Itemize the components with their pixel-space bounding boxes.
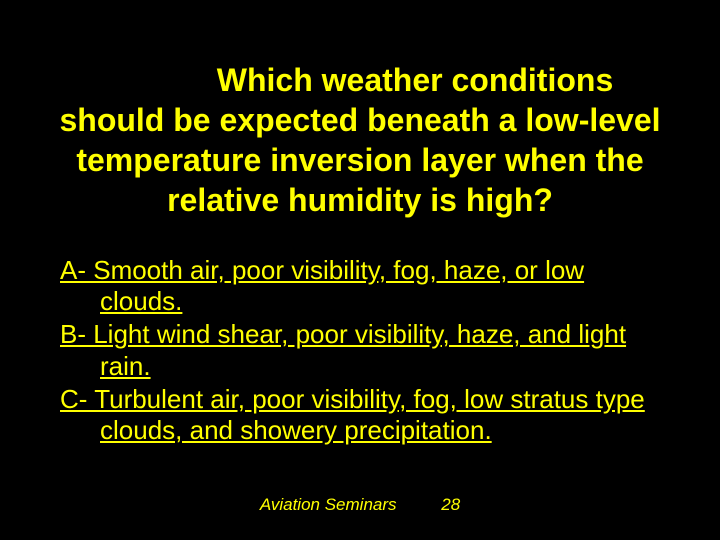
footer-page-number: 28 xyxy=(441,495,460,514)
answer-b: B- Light wind shear, poor visibility, ha… xyxy=(60,319,660,381)
slide-footer: Aviation Seminars 28 xyxy=(0,495,720,515)
footer-label: Aviation Seminars xyxy=(260,495,397,514)
answers-list: A- Smooth air, poor visibility, fog, haz… xyxy=(50,255,670,446)
answer-a: A- Smooth air, poor visibility, fog, haz… xyxy=(60,255,660,317)
slide: Which weather conditions should be expec… xyxy=(0,0,720,540)
answer-c: C- Turbulent air, poor visibility, fog, … xyxy=(60,384,660,446)
question-text: Which weather conditions should be expec… xyxy=(50,60,670,220)
